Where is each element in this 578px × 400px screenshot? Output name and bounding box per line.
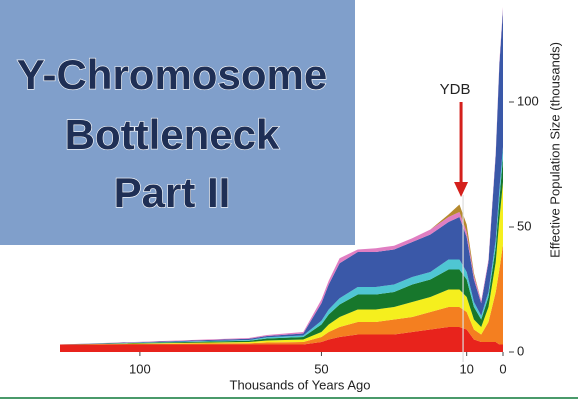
title-line: Bottleneck [65,111,280,158]
annotation-arrowhead [454,182,469,197]
y-tick-label: 50 [517,218,531,233]
y-tick-label: 100 [517,93,539,108]
y-axis-label: Effective Population Size (thousands) [547,42,562,258]
x-tick-label: 100 [129,361,151,376]
area-layer [60,157,503,345]
title-line: Part II [114,169,231,216]
title-line: Y-Chromosome [17,51,327,98]
y-tick-label: 0 [517,343,524,358]
x-axis-label: Thousands of Years Ago [230,377,371,392]
title-box: Y-Chromosome Bottleneck Part II [0,0,355,245]
annotation-label: YDB [440,81,471,98]
area-layer [60,9,503,345]
x-tick-label: 10 [459,361,473,376]
area-layer [60,327,503,352]
title-panel [0,0,355,245]
x-tick-label: 0 [499,361,506,376]
x-tick-label: 50 [314,361,328,376]
